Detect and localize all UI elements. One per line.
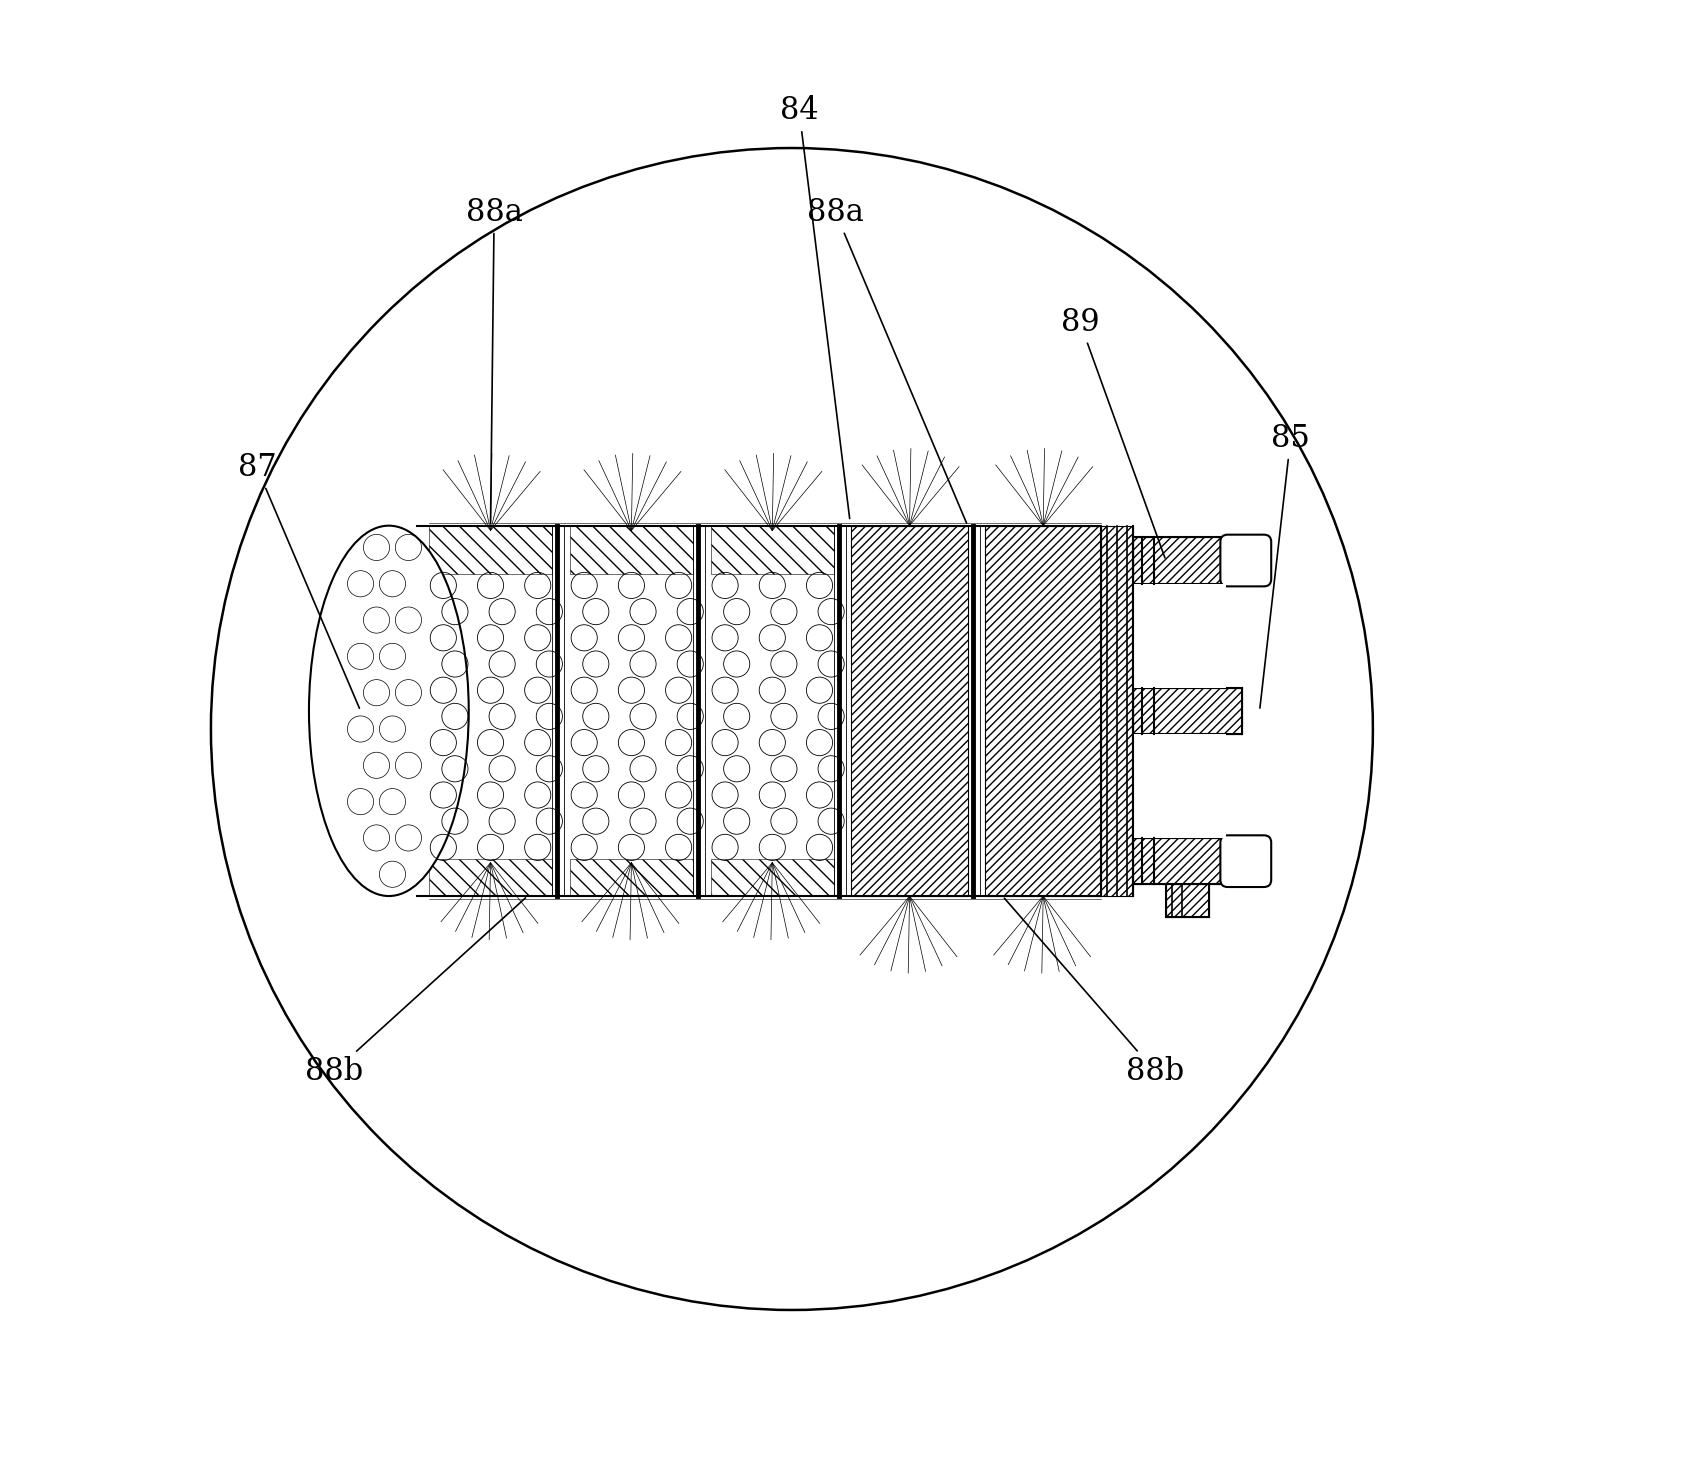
Bar — [570, 859, 694, 897]
Bar — [711, 859, 835, 897]
Bar — [570, 526, 694, 897]
Bar — [428, 526, 552, 574]
Bar — [1134, 733, 1226, 838]
FancyBboxPatch shape — [1221, 535, 1272, 586]
Bar — [1134, 838, 1243, 885]
Text: 88a: 88a — [808, 197, 967, 523]
FancyBboxPatch shape — [1221, 835, 1272, 886]
Bar — [428, 526, 552, 897]
Bar — [984, 526, 1102, 897]
Bar — [1134, 688, 1243, 733]
Text: 88b: 88b — [1005, 898, 1185, 1086]
Bar — [1166, 885, 1209, 917]
Bar — [1134, 538, 1243, 583]
Text: 88b: 88b — [306, 898, 525, 1086]
Text: 88a: 88a — [466, 197, 522, 523]
Text: 89: 89 — [1061, 306, 1164, 558]
Text: 85: 85 — [1260, 423, 1311, 709]
Bar — [1102, 526, 1134, 897]
Bar — [852, 526, 967, 897]
Text: 87: 87 — [238, 452, 359, 709]
Bar — [711, 526, 835, 897]
Ellipse shape — [309, 526, 469, 897]
Bar — [711, 526, 835, 574]
Bar — [1134, 583, 1226, 688]
Bar — [428, 859, 552, 897]
Bar — [348, 526, 1102, 897]
Text: 84: 84 — [780, 95, 850, 519]
Bar — [570, 526, 694, 574]
